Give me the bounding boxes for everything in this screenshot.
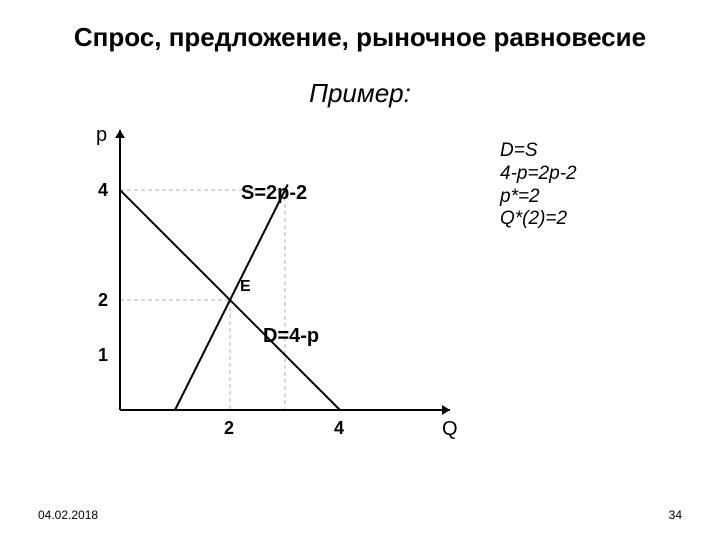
y-tick-label: 2 [98, 290, 108, 311]
x-tick-label: 4 [334, 418, 344, 439]
y-axis-label: p [96, 124, 107, 147]
x-tick-label: 2 [224, 418, 234, 439]
slide-subtitle: Пример: [0, 78, 720, 109]
supply-demand-chart: p Q S=2p-2 D=4-p E 4 2 1 2 4 [60, 130, 460, 440]
x-axis-label: Q [442, 418, 458, 441]
equation-line: p*=2 [500, 186, 577, 209]
equation-line: D=S [500, 140, 577, 163]
supply-line-label: S=2p-2 [241, 182, 307, 205]
equation-line: Q*(2)=2 [500, 208, 577, 231]
footer-page-number: 34 [669, 508, 682, 522]
equations-block: D=S 4-p=2p-2 p*=2 Q*(2)=2 [500, 140, 577, 231]
equation-line: 4-p=2p-2 [500, 163, 577, 186]
slide-title: Спрос, предложение, рыночное равновесие [0, 22, 720, 53]
y-tick-label: 4 [98, 180, 108, 201]
footer-date: 04.02.2018 [38, 508, 98, 522]
y-tick-label: 1 [98, 345, 108, 366]
demand-line-label: D=4-p [263, 325, 319, 348]
equilibrium-label: E [240, 278, 251, 296]
